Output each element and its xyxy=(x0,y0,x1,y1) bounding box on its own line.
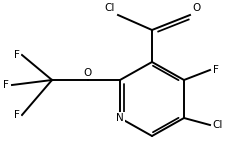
Text: F: F xyxy=(3,80,9,90)
Text: F: F xyxy=(14,110,20,120)
Text: O: O xyxy=(192,3,200,13)
Text: Cl: Cl xyxy=(104,3,114,13)
Text: Cl: Cl xyxy=(212,120,222,130)
Text: F: F xyxy=(14,50,20,60)
Text: O: O xyxy=(83,68,92,78)
Text: N: N xyxy=(116,113,123,123)
Text: F: F xyxy=(212,65,218,75)
